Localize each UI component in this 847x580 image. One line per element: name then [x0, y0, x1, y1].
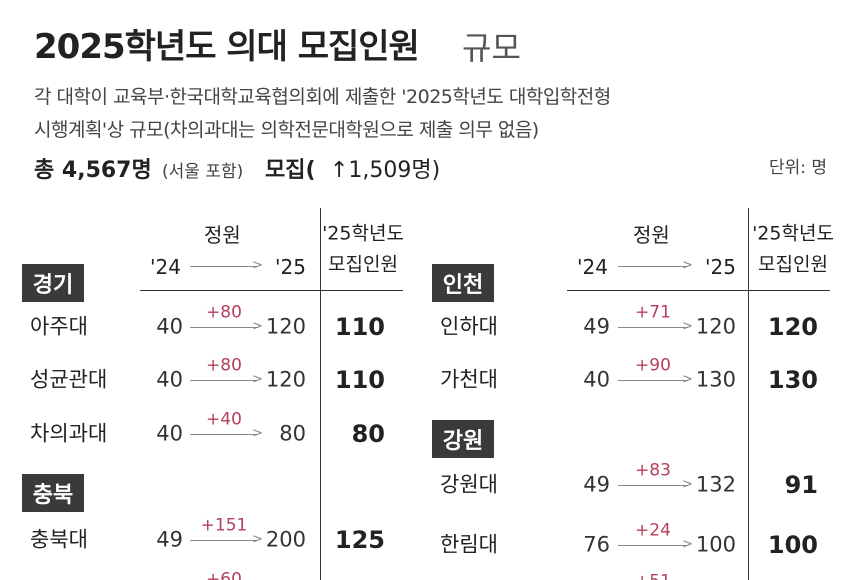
- description: 각 대학이 교육부·한국대학교육협의회에 제출한 '2025학년도 대학입학전형: [34, 86, 611, 108]
- school-name: 충북대: [30, 527, 88, 552]
- quota: 110: [334, 313, 385, 341]
- region-label: 강원: [432, 420, 494, 458]
- capacity-from: 49: [156, 527, 183, 552]
- summary-note: (서울 포함): [162, 162, 244, 182]
- quota: 91: [784, 471, 818, 499]
- region-label: 인천: [432, 264, 494, 302]
- region-label: 충북: [22, 474, 84, 512]
- arrow-head: >: [682, 258, 693, 273]
- header-to: '25: [275, 255, 306, 279]
- capacity-from: 76: [583, 532, 610, 557]
- header-rule: [140, 290, 403, 291]
- arrow-line: [618, 380, 688, 381]
- capacity-to: 120: [265, 367, 306, 392]
- arrow-line: [190, 434, 258, 435]
- header-to: '25: [705, 255, 736, 279]
- summary-label: 모집(: [265, 158, 316, 183]
- school-name: 차의과대: [30, 421, 108, 446]
- school-name: 한림대: [440, 532, 498, 557]
- school-name: 강원대: [440, 472, 498, 497]
- capacity-change: +71: [635, 302, 671, 323]
- capacity-change: +90: [635, 355, 671, 376]
- capacity-to: 100: [695, 532, 736, 557]
- arrow-line: [618, 485, 688, 486]
- capacity-change: +51: [623, 573, 683, 580]
- quota: 100: [767, 531, 818, 559]
- school-name: 성균관대: [30, 367, 108, 392]
- capacity-to: 120: [695, 314, 736, 339]
- arrow-head: >: [682, 372, 693, 387]
- capacity-change: +83: [635, 460, 671, 481]
- quota: 80: [351, 420, 385, 448]
- header-rule: [567, 290, 830, 291]
- capacity-from: 40: [156, 367, 183, 392]
- capacity-to: 200: [265, 527, 306, 552]
- school-name: 가천대: [440, 367, 498, 392]
- capacity-from: 40: [156, 314, 183, 339]
- arrow-line: [618, 545, 688, 546]
- quota: 125: [334, 526, 385, 554]
- capacity-change: +60: [206, 569, 242, 580]
- capacity-to: 130: [695, 367, 736, 392]
- arrow-line: [618, 327, 688, 328]
- quota: 110: [334, 366, 385, 394]
- title-suffix: 규모: [462, 29, 521, 67]
- title: 2025학년도 의대 모집인원: [34, 27, 420, 67]
- arrow-line: [190, 540, 258, 541]
- capacity-to: 120: [265, 314, 306, 339]
- description: 시행계획'상 규모(차의과대는 의학전문대학원으로 제출 의무 없음): [34, 119, 539, 141]
- arrow-head: >: [252, 426, 263, 441]
- summary-total: 총 4,567명: [34, 158, 152, 183]
- arrow-line: [618, 266, 688, 267]
- header-quota: '25학년도: [322, 222, 404, 245]
- quota: 120: [767, 313, 818, 341]
- capacity-change: +151: [200, 515, 248, 536]
- unit: 단위: 명: [768, 158, 827, 178]
- arrow-head: >: [252, 258, 263, 273]
- arrow-head: >: [252, 319, 263, 334]
- capacity-from: 40: [156, 421, 183, 446]
- column-divider: [320, 208, 321, 580]
- arrow-line: [190, 266, 258, 267]
- arrow-head: >: [252, 372, 263, 387]
- arrow-head: >: [682, 477, 693, 492]
- capacity-to: 80: [279, 421, 306, 446]
- capacity-from: 49: [583, 472, 610, 497]
- header-from: '24: [577, 255, 608, 279]
- school-name: 아주대: [30, 314, 88, 339]
- arrow-head: >: [682, 537, 693, 552]
- header-capacity: 정원: [204, 223, 241, 247]
- region-label: 경기: [22, 264, 84, 302]
- capacity-from: 40: [583, 367, 610, 392]
- header-from: '24: [150, 255, 181, 279]
- header-quota: 모집인원: [328, 253, 398, 276]
- capacity-change: +80: [206, 355, 242, 376]
- column-divider: [748, 208, 749, 580]
- header-capacity: 정원: [633, 223, 670, 247]
- capacity-change: +80: [206, 302, 242, 323]
- header-quota: '25학년도: [752, 222, 834, 245]
- capacity-change: +40: [206, 409, 242, 430]
- header-quota: 모집인원: [758, 253, 828, 276]
- summary-increase: ↑1,509명): [330, 158, 441, 183]
- capacity-to: 132: [695, 472, 736, 497]
- arrow-line: [190, 327, 258, 328]
- school-name: 인하대: [440, 314, 498, 339]
- capacity-change: +24: [635, 520, 671, 541]
- arrow-head: >: [252, 532, 263, 547]
- quota: 130: [767, 366, 818, 394]
- arrow-line: [190, 380, 258, 381]
- capacity-from: 49: [583, 314, 610, 339]
- arrow-head: >: [682, 319, 693, 334]
